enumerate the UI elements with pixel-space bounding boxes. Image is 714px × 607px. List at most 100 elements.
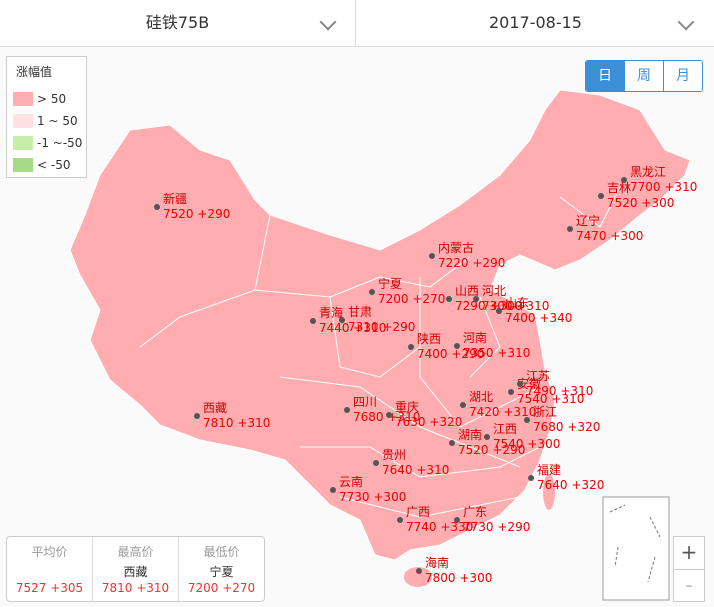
summary-label: 最低价 — [203, 545, 240, 559]
province-change: +310 — [497, 346, 530, 360]
province-value: 7730 +290 — [463, 520, 530, 534]
province-change: +300 — [373, 490, 406, 504]
legend-item: > 50 — [13, 88, 86, 110]
province-value: 7640 +320 — [537, 478, 604, 492]
province-value: 7400 +290 — [417, 347, 484, 361]
province-dot — [416, 568, 422, 574]
province-price: 7420 — [469, 405, 500, 419]
summary-value: 7527 +305 — [7, 581, 92, 595]
province-name: 山西 — [455, 284, 479, 298]
province-change: +310 — [353, 321, 386, 335]
summary-cell: 最低价 宁夏 7200 +270 — [178, 537, 264, 601]
legend: 涨幅值 > 50 1 ~ 50 -1 ~-50 < -50 — [6, 56, 87, 178]
product-select[interactable]: 硅铁75B — [0, 0, 355, 46]
header: 硅铁75B 2017-08-15 — [0, 0, 714, 47]
province-value: 7520 +300 — [607, 196, 674, 210]
period-toggle: 日周月 — [585, 60, 703, 92]
province-price: 7520 — [458, 443, 489, 457]
period-button[interactable]: 月 — [663, 61, 702, 91]
province-name: 海南 — [425, 555, 449, 570]
province-price: 7730 — [463, 520, 494, 534]
province-name: 西藏 — [203, 401, 227, 415]
province-value: 7730 +300 — [339, 490, 406, 504]
south-sea-inset — [602, 496, 670, 601]
summary-change: +305 — [50, 581, 84, 595]
province-dot — [621, 177, 627, 183]
province-value: 7520 +290 — [458, 443, 525, 457]
province-name: 新疆 — [163, 191, 187, 206]
province-change: +310 — [503, 405, 536, 419]
province-price: 7630 — [395, 415, 426, 429]
province-value: 7740 +330 — [406, 520, 473, 534]
province-name: 陕西 — [417, 331, 441, 346]
province-change: +310 — [387, 410, 420, 424]
province-change: +290 — [472, 256, 505, 270]
province-dot — [194, 413, 200, 419]
summary-value: 7810 +310 — [93, 581, 178, 595]
province-value: 7400 +340 — [505, 311, 572, 325]
province-value: 7630 +320 — [395, 415, 462, 429]
summary-label: 最高价 — [117, 545, 154, 559]
province-name: 浙江 — [533, 405, 557, 419]
province-name: 吉林 — [607, 181, 631, 195]
province-value: 7470 +300 — [576, 229, 643, 243]
province-dot — [524, 417, 530, 423]
zoom-control: + - — [673, 536, 705, 602]
province-value: 7680 +310 — [353, 410, 420, 424]
legend-item: < -50 — [13, 154, 86, 176]
province-price: 7730 — [339, 490, 370, 504]
province-name: 四川 — [353, 395, 377, 409]
legend-label: < -50 — [37, 158, 71, 172]
legend-swatch — [13, 92, 33, 106]
province-dot — [310, 318, 316, 324]
province-value: 7490 +310 — [526, 384, 593, 398]
province-price: 7300 — [482, 299, 513, 313]
province-dot — [473, 296, 479, 302]
province-change: +320 — [429, 415, 462, 429]
province-price: 7520 — [607, 196, 638, 210]
province-dot — [567, 226, 573, 232]
province-dot — [339, 317, 345, 323]
province-change: +310 — [237, 416, 270, 430]
province-change: +300 — [641, 196, 674, 210]
product: 硅铁75B — [145, 13, 210, 32]
province-change: +310 — [560, 384, 593, 398]
province-change: +290 — [497, 520, 530, 534]
province-name: 甘肃 — [348, 305, 372, 319]
province-change: +290 — [492, 443, 525, 457]
province-price: 7220 — [438, 256, 469, 270]
province-name: 宁夏 — [378, 276, 402, 291]
province-dot — [496, 308, 502, 314]
province-change: +310 — [664, 180, 697, 194]
legend-item: 1 ~ 50 — [13, 110, 86, 132]
province-value: 7640 +310 — [382, 463, 449, 477]
province-change: +300 — [610, 229, 643, 243]
period-button[interactable]: 日 — [586, 61, 624, 91]
province-value: 7350 +310 — [463, 346, 530, 360]
province-name: 山东 — [505, 296, 529, 310]
province-dot — [344, 407, 350, 413]
summary-value: 7200 +270 — [179, 581, 264, 595]
province-dot — [460, 402, 466, 408]
province-price: 7400 — [505, 311, 536, 325]
legend-label: -1 ~-50 — [37, 136, 83, 150]
province-change: +300 — [459, 571, 492, 585]
province-price: 7290 — [455, 299, 486, 313]
period-button[interactable]: 周 — [624, 61, 663, 91]
date-select[interactable]: 2017-08-15 — [355, 0, 714, 46]
date: 2017-08-15 — [489, 13, 582, 32]
china-outline — [69, 89, 691, 561]
province-value: 7680 +320 — [533, 420, 600, 434]
zoom-button[interactable]: - — [674, 569, 704, 602]
province-value: 7310 +290 — [348, 320, 415, 334]
province-name: 云南 — [339, 474, 363, 489]
province-name: 内蒙古 — [438, 240, 474, 255]
summary-province: 西藏 — [123, 565, 148, 579]
province-change: +290 — [197, 207, 230, 221]
province-value: 7540 +310 — [517, 392, 584, 406]
zoom-button[interactable]: + — [680, 540, 698, 564]
province-price: 7520 — [163, 207, 194, 221]
province-price: 7540 — [493, 437, 524, 451]
province-dot — [373, 460, 379, 466]
